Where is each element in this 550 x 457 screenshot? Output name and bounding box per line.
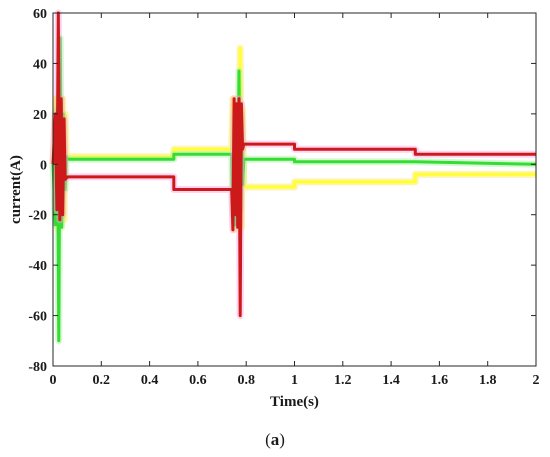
x-axis-label: Time(s) [270,394,319,410]
y-tick-label: 0 [40,158,47,173]
x-tick-label: 0.2 [93,373,111,388]
x-tick-label: 1.4 [382,373,400,388]
x-tick-label: 1 [291,373,298,388]
y-tick-label: -80 [28,360,47,375]
y-axis-label: current(A) [8,155,24,224]
y-tick-label: -40 [28,259,47,274]
series-layer [49,9,537,345]
y-tick-label: 40 [33,57,47,72]
figure-caption: (a) [265,430,285,449]
caption-open: ( [265,430,271,449]
series-line-3 [51,11,536,318]
caption-letter: a [271,430,280,449]
x-tick-label: 1.6 [431,373,449,388]
x-tick-label: 0.4 [141,373,159,388]
series-glow-1 [49,44,536,234]
y-tick-label: 20 [33,108,47,123]
x-tick-label: 1.2 [334,373,352,388]
caption-close: ) [279,430,285,449]
y-tick-label: 60 [33,7,47,22]
axes-layer: 0 0.2 0.4 0.6 0.8 1 1.2 1.4 1.6 1.8 2 -80 -60 -40 -20 0… [28,7,539,388]
y-tick-label: -20 [28,209,47,224]
y-tick-label: -60 [28,310,47,325]
x-tick-label: 1.8 [479,373,497,388]
x-tick-label: 0 [50,373,57,388]
x-tick-label: 2 [533,373,540,388]
x-tick-label: 0.8 [237,373,255,388]
series-line-1 [51,46,536,232]
x-tick-label: 0.6 [189,373,207,388]
